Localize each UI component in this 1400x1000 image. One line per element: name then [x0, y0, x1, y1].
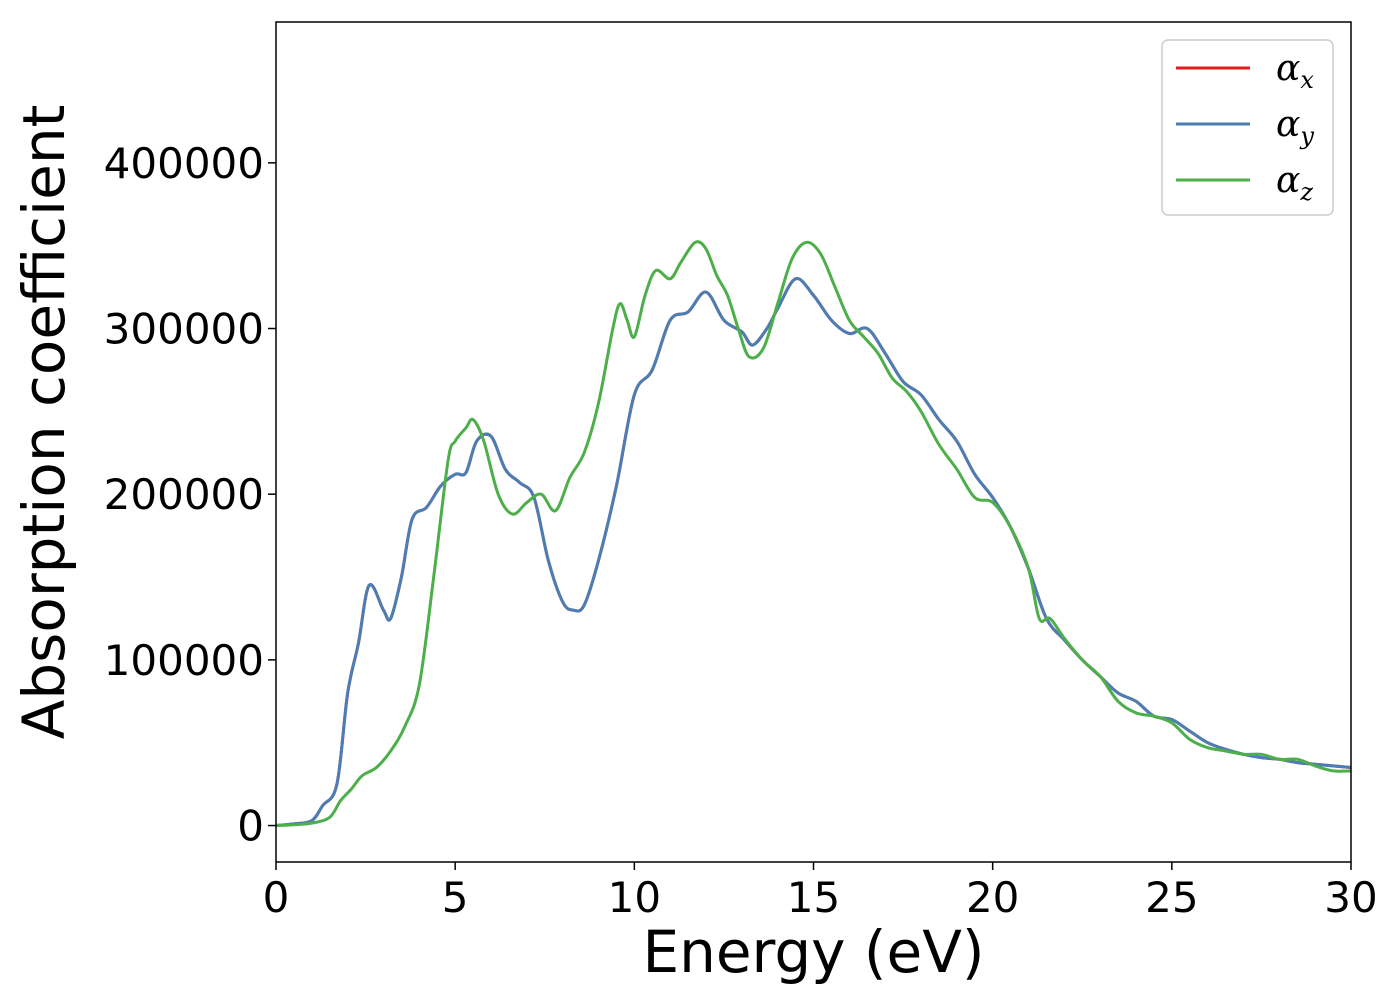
x-axis-ticks: 0 5 10 15 20 25 30: [263, 862, 1378, 922]
y-axis-label: Absorption coefficient: [10, 105, 78, 740]
x-tick-label: 10: [608, 873, 661, 922]
legend-symbol: α: [1276, 104, 1300, 145]
series-line-y: [276, 277, 1351, 828]
y-tick-label: 300000: [104, 305, 264, 354]
y-tick-label: 400000: [104, 139, 264, 188]
y-tick-label: 100000: [104, 636, 264, 685]
y-tick-label: 200000: [104, 470, 264, 519]
y-axis-ticks: 0 100000 200000 300000 400000: [104, 139, 276, 851]
x-tick-label: 0: [263, 873, 290, 922]
legend-label-y: αy: [1276, 104, 1314, 150]
legend-symbol: α: [1276, 160, 1300, 201]
x-tick-label: 30: [1324, 873, 1377, 922]
legend-subscript: x: [1300, 66, 1314, 94]
legend-box: [1161, 39, 1334, 216]
legend-symbol: α: [1276, 48, 1300, 89]
x-tick-label: 20: [966, 873, 1019, 922]
x-axis-label: Energy (eV): [642, 918, 984, 986]
y-tick-label: 0: [237, 802, 264, 851]
x-tick-label: 15: [787, 873, 840, 922]
x-tick-label: 25: [1145, 873, 1198, 922]
legend-label-x: αx: [1276, 48, 1314, 94]
legend-label-z: αz: [1276, 160, 1313, 206]
legend-subscript: z: [1299, 178, 1313, 206]
x-tick-label: 5: [442, 873, 469, 922]
series-layer: [276, 240, 1351, 828]
series-line-z: [276, 240, 1351, 828]
legend-subscript: y: [1299, 122, 1314, 150]
